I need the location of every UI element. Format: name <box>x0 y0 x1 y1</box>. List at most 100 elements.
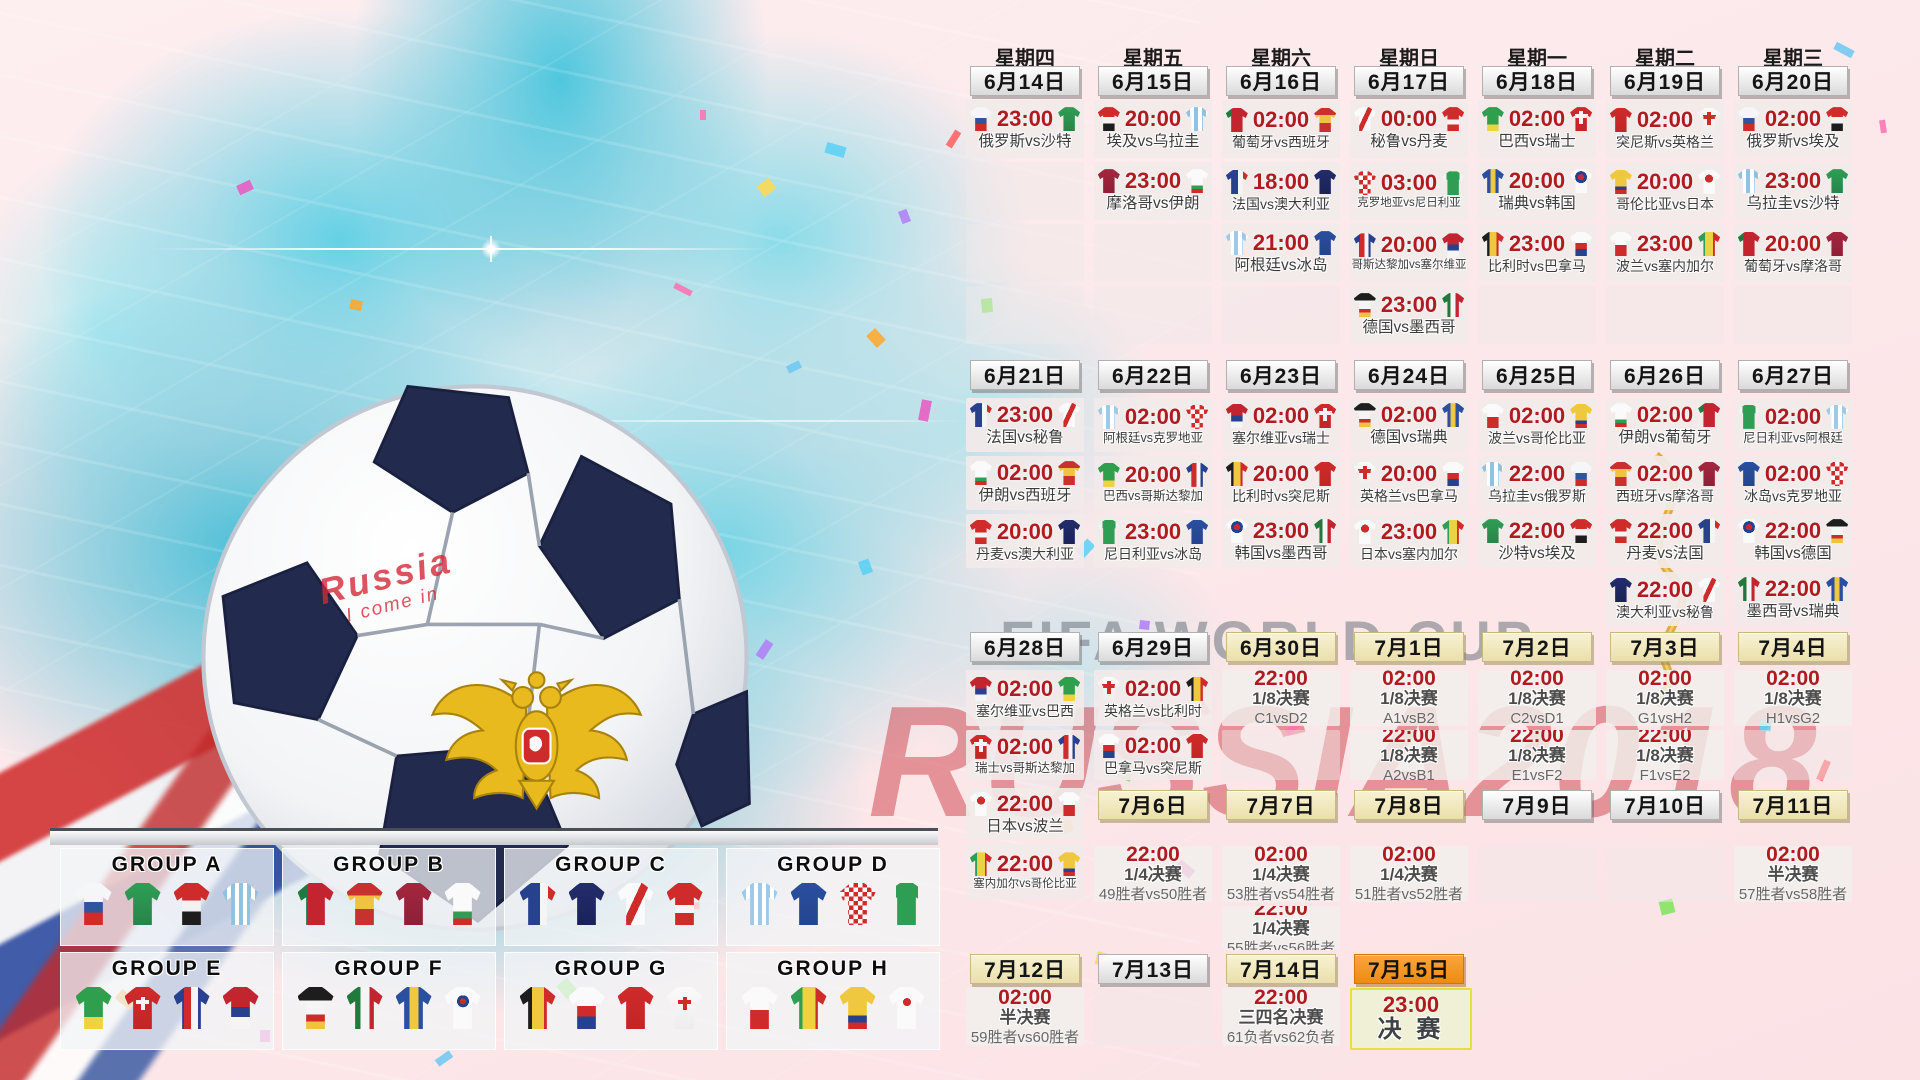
jersey-icon <box>519 987 556 1029</box>
match-row: 18:00 <box>1225 169 1337 194</box>
date-header[interactable]: 6月18日 <box>1482 66 1592 96</box>
group-label: GROUP E <box>111 957 223 980</box>
date-header[interactable]: 6月30日 <box>1226 632 1336 662</box>
date-header[interactable]: 7月12日 <box>970 954 1080 984</box>
match-detail: 53胜者vs54胜者 <box>1226 885 1336 902</box>
match-row: 22:00 <box>1737 518 1849 544</box>
date-header[interactable]: 7月1日 <box>1354 632 1464 662</box>
jersey-icon <box>1481 169 1504 194</box>
match-row: 02:00 <box>1609 403 1721 428</box>
date-header[interactable]: 6月16日 <box>1226 66 1336 96</box>
match-time: 23:00 <box>1252 518 1310 544</box>
group-box: GROUP D <box>726 848 940 946</box>
date-header[interactable]: 6月17日 <box>1354 66 1464 96</box>
group-box: GROUP G <box>504 952 718 1050</box>
match-time: 22:00 <box>1636 518 1694 544</box>
match-label: 塞内加尔vs哥伦比亚 <box>973 878 1077 891</box>
match-row: 21:00 <box>1225 231 1337 256</box>
date-header[interactable]: 6月20日 <box>1738 66 1848 96</box>
match-label: 秘鲁vs丹麦 <box>1370 133 1448 151</box>
date-header[interactable]: 6月25日 <box>1482 360 1592 390</box>
jersey-icon <box>568 987 605 1029</box>
jersey-icon <box>1058 403 1081 428</box>
match-cell: 23:00 俄罗斯vs沙特 <box>966 100 1084 158</box>
jersey-icon <box>1314 231 1337 256</box>
jersey-icon <box>1481 461 1504 486</box>
match-detail: 55胜者vs56胜者 <box>1226 939 1336 950</box>
date-header[interactable]: 7月15日 <box>1354 954 1464 984</box>
date-header[interactable]: 7月3日 <box>1610 632 1720 662</box>
knockout-cell: 22:00 1/8决赛 A2vsB1 <box>1350 730 1468 780</box>
stage-label: 1/4决赛 <box>1380 865 1438 885</box>
match-detail: 61负者vs62负者 <box>1226 1028 1336 1046</box>
date-header[interactable]: 6月27日 <box>1738 360 1848 390</box>
match-label: 日本vs波兰 <box>986 818 1064 836</box>
jersey-icon <box>1570 461 1593 486</box>
match-row: 02:00 <box>1481 107 1593 132</box>
jersey-icon <box>1570 169 1593 194</box>
knockout-cell: 22:00 1/4决赛 49胜者vs50胜者 <box>1094 846 1212 902</box>
date-header[interactable]: 6月15日 <box>1098 66 1208 96</box>
date-header[interactable]: 6月29日 <box>1098 632 1208 662</box>
date-header[interactable]: 7月4日 <box>1738 632 1848 662</box>
match-detail: A2vsB1 <box>1383 766 1435 780</box>
jersey-icon <box>222 883 259 925</box>
date-header[interactable]: 7月8日 <box>1354 790 1464 820</box>
jersey-icon <box>1225 519 1248 544</box>
date-header[interactable]: 6月14日 <box>970 66 1080 96</box>
date-header[interactable]: 7月14日 <box>1226 954 1336 984</box>
stage-label: 1/8决赛 <box>1764 689 1822 709</box>
confetti-piece <box>897 208 912 225</box>
jersey-icon <box>222 987 259 1029</box>
knockout-cell: 02:00 1/8决赛 C2vsD1 <box>1478 670 1596 726</box>
date-header[interactable]: 7月9日 <box>1482 790 1592 820</box>
match-time: 20:00 <box>1380 232 1438 258</box>
date-header[interactable]: 7月6日 <box>1098 790 1208 820</box>
match-label: 比利时vs巴拿马 <box>1488 257 1586 274</box>
match-cell: 22:00 澳大利亚vs秘鲁 <box>1606 572 1724 626</box>
stage-label: 1/4决赛 <box>1252 919 1310 939</box>
match-label: 比利时vs突尼斯 <box>1232 487 1330 504</box>
match-time: 22:00 <box>1764 518 1822 544</box>
jersey-icon <box>1698 169 1721 194</box>
confetti-piece <box>945 129 962 149</box>
match-row: 20:00 <box>1225 461 1337 486</box>
match-label: 西班牙vs摩洛哥 <box>1616 487 1714 504</box>
match-time: 02:00 <box>996 733 1054 759</box>
date-header[interactable]: 7月11日 <box>1738 790 1848 820</box>
final-match-cell[interactable]: 23:00 决 赛 <box>1350 988 1472 1050</box>
jersey-icon <box>1698 231 1721 256</box>
match-detail: 51胜者vs52胜者 <box>1354 885 1464 902</box>
date-header[interactable]: 6月23日 <box>1226 360 1336 390</box>
date-header[interactable]: 6月24日 <box>1354 360 1464 390</box>
jersey-icon <box>124 883 161 925</box>
date-header[interactable]: 7月2日 <box>1482 632 1592 662</box>
weekday-label: 星期日 <box>1379 48 1439 70</box>
date-header[interactable]: 6月21日 <box>970 360 1080 390</box>
match-row: 22:00 <box>969 851 1081 877</box>
sparkle-line <box>150 248 770 250</box>
match-cell: 22:00 乌拉圭vs俄罗斯 <box>1478 456 1596 510</box>
match-time: 22:00 <box>996 851 1054 877</box>
date-header[interactable]: 6月28日 <box>970 632 1080 662</box>
match-time: 20:00 <box>996 518 1054 544</box>
date-header[interactable]: 6月26日 <box>1610 360 1720 390</box>
match-time: 23:00 <box>996 402 1054 428</box>
match-row: 02:00 <box>1609 461 1721 486</box>
jersey-icon <box>1442 171 1465 196</box>
match-time: 23:00 <box>1124 518 1182 544</box>
jersey-icon <box>1737 519 1760 544</box>
date-header[interactable]: 7月13日 <box>1098 954 1208 984</box>
jersey-icon <box>969 852 992 877</box>
match-cell: 23:00 尼日利亚vs冰岛 <box>1094 514 1212 568</box>
jersey-icon <box>1609 169 1632 194</box>
date-header[interactable]: 7月10日 <box>1610 790 1720 820</box>
weekday-label: 星期三 <box>1763 48 1823 70</box>
date-header[interactable]: 6月22日 <box>1098 360 1208 390</box>
match-detail: H1vsG2 <box>1765 709 1821 726</box>
match-time: 22:00 <box>1254 906 1308 921</box>
date-header[interactable]: 7月7日 <box>1226 790 1336 820</box>
empty-cell <box>966 286 1084 344</box>
match-time: 22:00 <box>1254 670 1308 691</box>
date-header[interactable]: 6月19日 <box>1610 66 1720 96</box>
